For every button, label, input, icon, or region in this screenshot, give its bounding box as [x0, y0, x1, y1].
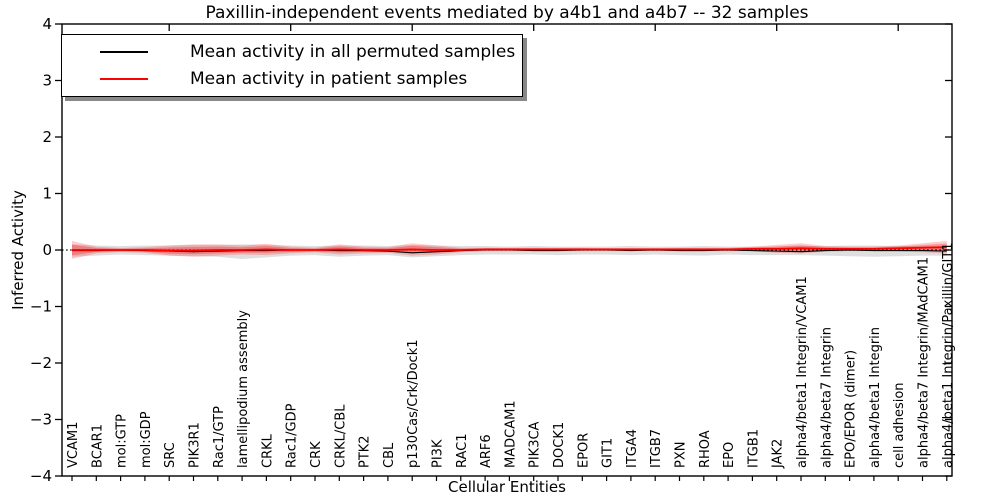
y-tick-label: 1 [42, 185, 52, 203]
legend-line-permuted-icon [100, 50, 148, 53]
legend-line-patient-icon [100, 78, 148, 81]
x-category-label: CBL [382, 442, 397, 468]
y-tick-label: −1 [30, 298, 52, 316]
x-category-label: ARF6 [479, 434, 494, 468]
x-category-label: ITGA4 [625, 429, 640, 468]
y-tick-label: 2 [42, 128, 52, 146]
x-category-label: RAC1 [455, 433, 470, 468]
series-line [72, 246, 947, 252]
y-tick-label: 4 [42, 15, 52, 33]
x-category-label: SRC [163, 442, 178, 468]
x-category-label: EPOR [576, 433, 591, 468]
x-category-label: CRKL/CBL [333, 404, 348, 468]
x-category-label: EPO [722, 442, 737, 468]
x-category-label: p130Cas/Crk/Dock1 [406, 339, 421, 468]
x-category-label: PXN [674, 442, 689, 468]
permuted-std-band [72, 244, 947, 260]
legend: Mean activity in all permuted samples Me… [61, 34, 523, 97]
x-category-label: mol:GTP [115, 414, 130, 468]
x-category-label: CRKL [260, 433, 275, 468]
x-category-label: alpha4/beta7 Integrin/MAdCAM1 [917, 257, 932, 468]
y-tick-label: −4 [30, 467, 52, 485]
x-category-label: VCAM1 [66, 422, 81, 468]
x-category-label: RHOA [698, 430, 713, 468]
x-category-label: MADCAM1 [503, 400, 518, 468]
x-category-label: Rac1/GDP [285, 403, 300, 468]
x-category-label: PIK3R1 [188, 422, 203, 468]
x-category-label: ITGB1 [746, 429, 761, 468]
x-category-label: lamellipodium assembly [236, 310, 251, 468]
legend-item-patient: Mean activity in patient samples [62, 66, 522, 94]
x-category-label: PTK2 [358, 435, 373, 468]
x-category-label: Rac1/GTP [212, 406, 227, 468]
y-tick-label: 3 [42, 72, 52, 90]
x-category-label: alpha4/beta1 Integrin [868, 327, 883, 468]
x-category-label: PIK3CA [528, 421, 543, 468]
y-tick-label: −2 [30, 354, 52, 372]
x-axis-label: Cellular Entities [448, 478, 566, 496]
x-category-label: BCAR1 [90, 424, 105, 468]
x-category-label: mol:GDP [139, 411, 154, 468]
x-category-label: alpha4/beta1 Integrin/Paxillin/GIT1 [941, 242, 956, 468]
x-category-label: DOCK1 [552, 422, 567, 468]
y-tick-label: 0 [42, 241, 52, 259]
x-category-label: PI3K [431, 439, 446, 468]
x-category-label: JAK2 [771, 439, 786, 469]
chart-title: Paxillin-independent events mediated by … [205, 3, 809, 23]
x-category-label: EPO/EPOR (dimer) [844, 350, 859, 468]
x-category-label: ITGB7 [649, 429, 664, 468]
x-category-label: CRK [309, 441, 324, 468]
legend-label-patient: Mean activity in patient samples [190, 69, 468, 90]
legend-item-permuted: Mean activity in all permuted samples [62, 38, 522, 66]
x-category-label: cell adhesion [892, 382, 907, 468]
y-tick-label: −3 [30, 411, 52, 429]
x-category-label: alpha4/beta7 Integrin [819, 327, 834, 468]
x-category-label: GIT1 [601, 438, 616, 468]
legend-label-permuted: Mean activity in all permuted samples [190, 41, 516, 62]
x-category-label: alpha4/beta1 Integrin/VCAM1 [795, 276, 810, 468]
